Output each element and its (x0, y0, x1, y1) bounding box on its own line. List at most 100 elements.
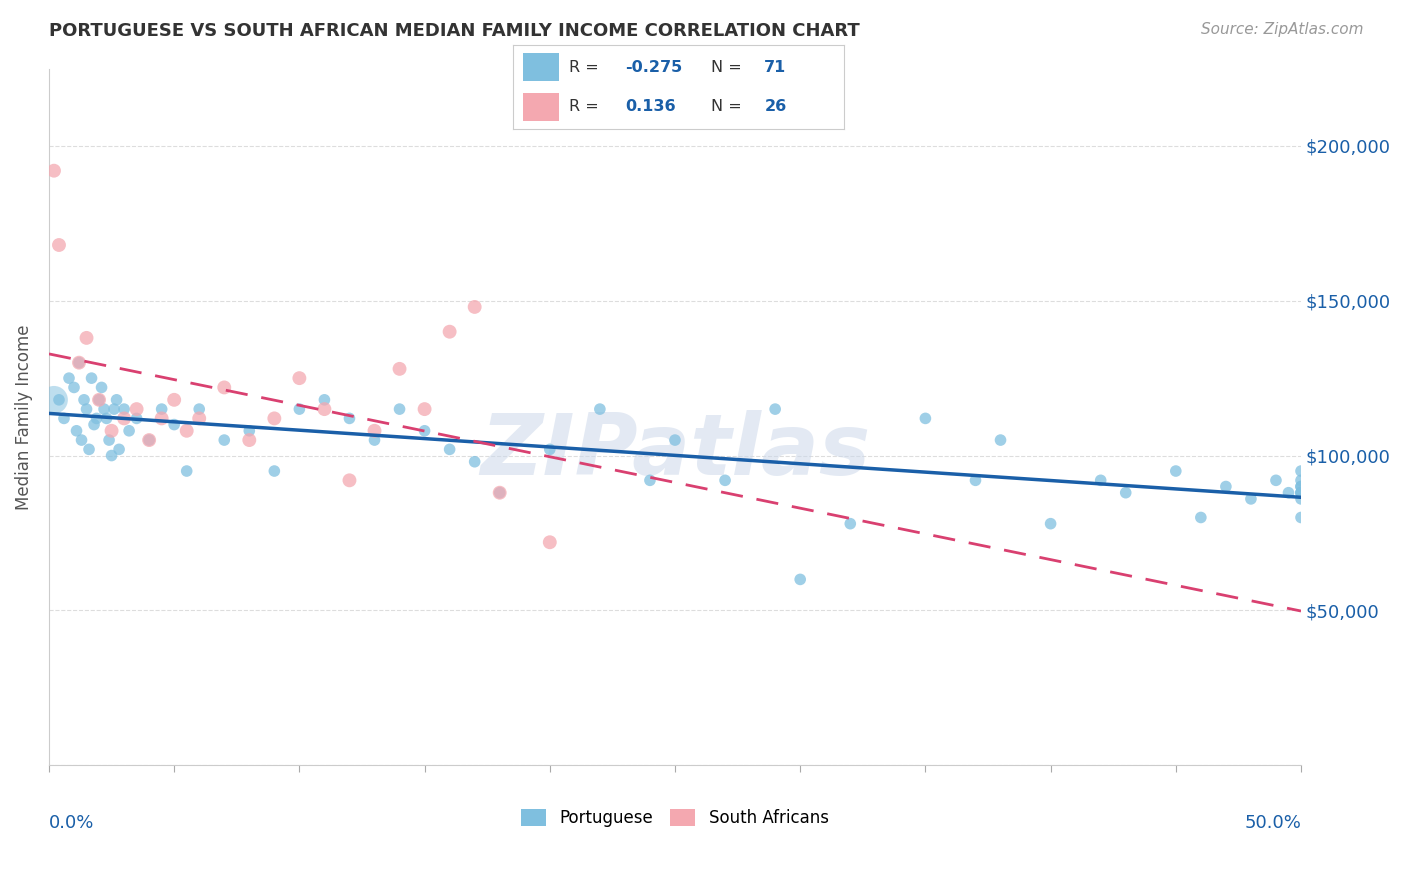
Point (413, 424, 436, 438)
Text: 0.0%: 0.0% (49, 814, 94, 832)
Point (150, 411, 173, 425)
Point (464, 300, 486, 314)
Point (63, 380, 86, 394)
Point (339, 411, 361, 425)
Point (388, 362, 411, 376)
Point (839, 516, 862, 531)
Point (214, 380, 236, 394)
Point (238, 424, 260, 438)
Point (73, 392, 96, 407)
Bar (523, 93, 560, 120)
Point (138, 433, 160, 447)
Point (65, 424, 87, 438)
Point (112, 402, 135, 417)
Point (314, 392, 336, 407)
Point (70, 433, 93, 447)
Point (363, 424, 385, 438)
Point (1289, 510, 1312, 524)
Point (87, 392, 110, 407)
Point (100, 449, 122, 463)
Point (1289, 485, 1312, 500)
Point (67, 356, 90, 370)
Point (1240, 491, 1263, 506)
Point (96, 411, 118, 425)
Y-axis label: Median Family Income: Median Family Income (15, 324, 32, 509)
Point (77, 442, 100, 457)
Legend: Portuguese, South Africans: Portuguese, South Africans (515, 802, 835, 833)
Point (125, 411, 148, 425)
Text: N =: N = (711, 98, 748, 113)
Point (439, 442, 461, 457)
Point (1090, 473, 1112, 487)
Point (80, 371, 103, 385)
Point (86, 411, 108, 425)
Point (589, 402, 612, 417)
Text: R =: R = (569, 60, 605, 75)
Text: 71: 71 (765, 60, 786, 75)
Point (388, 402, 411, 417)
Point (339, 473, 361, 487)
Point (1289, 479, 1312, 493)
Point (90, 380, 112, 394)
Point (464, 455, 486, 469)
Point (789, 573, 811, 587)
Point (83, 417, 105, 432)
Point (1289, 479, 1312, 493)
Point (1164, 464, 1187, 478)
Text: 26: 26 (765, 98, 786, 113)
Point (76, 331, 98, 345)
Point (105, 392, 128, 407)
Text: 50.0%: 50.0% (1244, 814, 1301, 832)
Point (538, 442, 561, 457)
Point (76, 402, 98, 417)
Point (488, 485, 510, 500)
Point (439, 325, 461, 339)
Point (538, 535, 561, 549)
Point (263, 464, 285, 478)
Point (125, 402, 148, 417)
Point (188, 411, 211, 425)
Point (1289, 491, 1312, 506)
Point (488, 485, 510, 500)
Text: ZIPatlas: ZIPatlas (479, 410, 870, 493)
Text: N =: N = (711, 60, 748, 75)
Point (67, 356, 90, 370)
Point (214, 433, 236, 447)
Bar (523, 54, 560, 81)
Point (763, 402, 786, 417)
Point (288, 402, 311, 417)
Point (664, 433, 686, 447)
Point (1189, 510, 1212, 524)
Point (58, 371, 80, 385)
Point (1289, 473, 1312, 487)
Point (363, 433, 385, 447)
Point (413, 402, 436, 417)
Point (1289, 485, 1312, 500)
Text: R =: R = (569, 98, 605, 113)
Point (314, 402, 336, 417)
Text: PORTUGUESE VS SOUTH AFRICAN MEDIAN FAMILY INCOME CORRELATION CHART: PORTUGUESE VS SOUTH AFRICAN MEDIAN FAMIL… (49, 22, 860, 40)
Point (163, 392, 186, 407)
Point (103, 402, 125, 417)
Text: Source: ZipAtlas.com: Source: ZipAtlas.com (1201, 22, 1364, 37)
Point (93, 402, 115, 417)
Point (138, 433, 160, 447)
Point (48, 238, 70, 252)
Text: 0.136: 0.136 (626, 98, 676, 113)
Point (108, 442, 131, 457)
Text: -0.275: -0.275 (626, 60, 683, 75)
Point (53, 411, 76, 425)
Point (1039, 516, 1062, 531)
Point (188, 402, 211, 417)
Point (1215, 479, 1237, 493)
Point (42, 392, 65, 407)
Point (87, 392, 110, 407)
Point (1265, 473, 1288, 487)
Point (714, 473, 737, 487)
Point (48, 392, 70, 407)
Point (263, 411, 285, 425)
Point (288, 371, 311, 385)
Point (965, 473, 987, 487)
Point (638, 473, 661, 487)
Point (914, 411, 936, 425)
